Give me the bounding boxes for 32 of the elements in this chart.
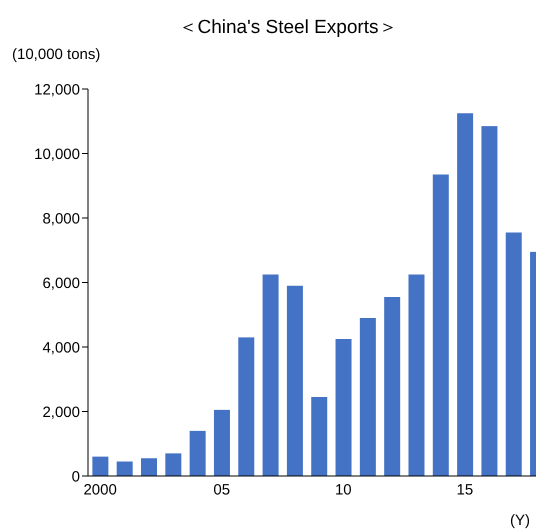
bar [214, 410, 230, 476]
x-tick-label: 15 [456, 482, 474, 499]
bar [360, 318, 376, 476]
bar [238, 337, 254, 476]
bar [432, 174, 449, 476]
bar [286, 286, 303, 476]
x-tick-label: 2000 [83, 482, 117, 499]
y-tick-label: 8,000 [42, 210, 80, 228]
bar [92, 456, 108, 476]
x-tick-label: 10 [334, 482, 352, 499]
bar [506, 232, 522, 476]
bar [408, 274, 424, 476]
y-tick-label: 4,000 [42, 339, 80, 356]
bar [262, 274, 279, 476]
y-tick-label: 10,000 [34, 146, 80, 163]
x-axis-title: (Y) [510, 512, 530, 529]
y-tick-label: 2,000 [42, 404, 80, 421]
x-tick-label: 05 [213, 482, 230, 499]
bar [457, 113, 474, 476]
chart-title: ＜China's Steel Exports＞ [177, 16, 399, 40]
bar [141, 458, 158, 476]
bar [384, 297, 400, 476]
bar [165, 453, 182, 476]
bar [481, 126, 498, 476]
y-tick-label: 6,000 [42, 274, 80, 292]
y-tick-label: 12,000 [34, 81, 80, 98]
bar [311, 396, 328, 476]
bar [336, 338, 352, 476]
bar [116, 461, 133, 476]
y-axis-title: (10,000 tons) [12, 46, 100, 63]
y-tick-label: 0 [72, 468, 80, 486]
bar [190, 430, 206, 476]
